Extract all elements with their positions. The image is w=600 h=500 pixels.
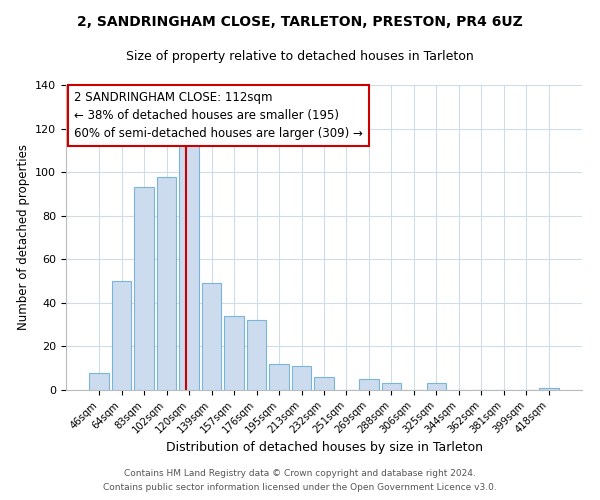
Text: Size of property relative to detached houses in Tarleton: Size of property relative to detached ho…: [126, 50, 474, 63]
Bar: [427, 384, 446, 390]
Bar: [157, 176, 176, 390]
Text: Contains HM Land Registry data © Crown copyright and database right 2024.: Contains HM Land Registry data © Crown c…: [124, 468, 476, 477]
Bar: [247, 320, 266, 390]
Bar: [224, 316, 244, 390]
X-axis label: Distribution of detached houses by size in Tarleton: Distribution of detached houses by size …: [166, 441, 482, 454]
Y-axis label: Number of detached properties: Number of detached properties: [17, 144, 29, 330]
Bar: [134, 188, 154, 390]
Text: 2 SANDRINGHAM CLOSE: 112sqm
← 38% of detached houses are smaller (195)
60% of se: 2 SANDRINGHAM CLOSE: 112sqm ← 38% of det…: [74, 91, 362, 140]
Text: 2, SANDRINGHAM CLOSE, TARLETON, PRESTON, PR4 6UZ: 2, SANDRINGHAM CLOSE, TARLETON, PRESTON,…: [77, 15, 523, 29]
Bar: [269, 364, 289, 390]
Text: Contains public sector information licensed under the Open Government Licence v3: Contains public sector information licen…: [103, 484, 497, 492]
Bar: [314, 377, 334, 390]
Bar: [359, 379, 379, 390]
Bar: [539, 388, 559, 390]
Bar: [112, 281, 131, 390]
Bar: [202, 283, 221, 390]
Bar: [292, 366, 311, 390]
Bar: [179, 144, 199, 390]
Bar: [89, 372, 109, 390]
Bar: [382, 384, 401, 390]
